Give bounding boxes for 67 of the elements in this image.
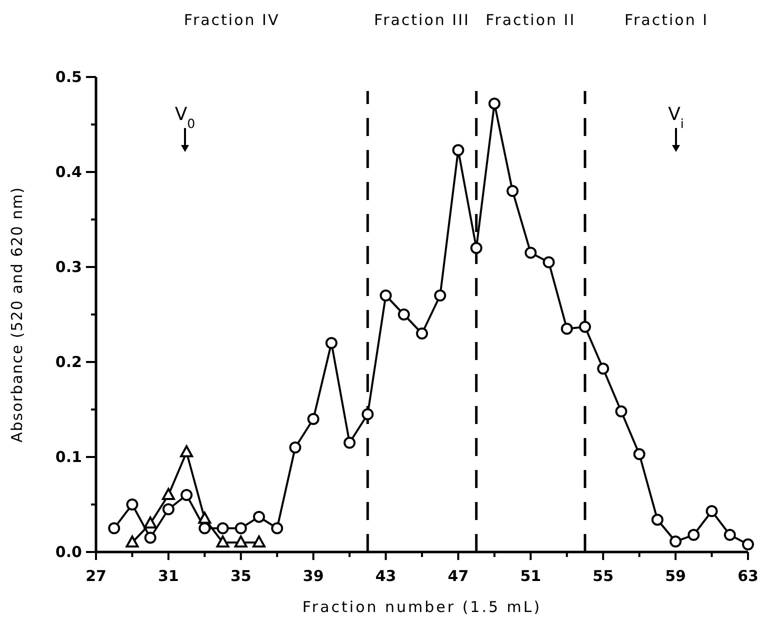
text: Fraction I [624,11,709,29]
point [488,98,500,110]
point [633,448,646,460]
point [162,488,175,500]
point [560,322,573,335]
point [325,337,338,349]
x-axis-title: Fraction number (1.5 mL) [302,598,542,616]
point [452,144,464,156]
point [307,413,320,425]
text: Fraction II [486,11,576,29]
point [506,185,519,197]
point [271,522,284,534]
text: Fraction III [374,11,470,29]
point [597,362,610,375]
point [162,503,174,516]
point [180,489,193,501]
point [289,442,302,454]
point [362,408,374,420]
point [216,522,229,534]
y-tick-label: 0.5 [55,68,82,86]
x-tick-label: 47 [448,567,469,585]
point [434,290,446,302]
point [724,528,736,541]
y-tick-label: 0.2 [55,353,82,371]
point [252,536,266,548]
point [688,528,700,541]
point [579,320,591,333]
point [398,308,410,320]
y-tick-label: 0.4 [55,163,82,181]
x-tick-label: 39 [302,567,324,585]
y-tick-label: 0.1 [55,448,82,466]
y-tick-label: 0.3 [55,258,82,276]
y-tick-label: 0.0 [55,543,82,561]
point [416,328,428,340]
x-tick-label: 59 [665,567,686,585]
point [742,538,754,550]
point [524,246,537,259]
point [126,536,139,548]
x-tick-label: 31 [158,567,179,585]
annotation: V$_{i}$ [668,104,684,130]
point [234,536,248,548]
point [126,498,138,510]
x-tick-label: 35 [230,567,252,585]
point [253,510,265,523]
point [216,536,230,548]
annotation: V$_{0}$ [174,104,196,130]
x-tick-label: 43 [375,567,396,585]
point [144,532,156,544]
point [706,505,718,518]
point [542,256,555,268]
point [180,445,194,458]
point [380,290,392,302]
point [615,405,628,418]
y-axis-title: Absorbance (520 and 620 nm) [8,186,26,443]
point [198,512,212,524]
point [470,242,482,254]
point [144,516,157,528]
x-tick-label: 51 [520,567,542,585]
point [670,536,682,548]
x-tick-label: 63 [738,567,758,585]
point [108,522,120,534]
point [344,436,356,449]
x-tick-label: 55 [592,567,614,585]
point [234,522,247,534]
point [651,514,664,526]
text: Fraction IV [184,11,280,29]
x-tick-label: 27 [86,567,106,585]
